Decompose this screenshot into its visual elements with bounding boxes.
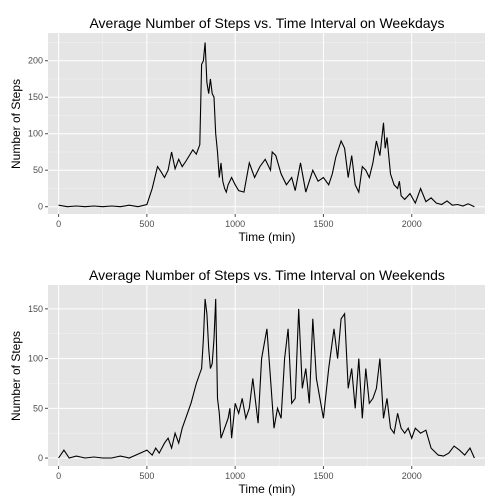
weekdays-x-axis-label: Time (min) <box>239 230 296 244</box>
y-tick-label: 0 <box>38 453 43 463</box>
x-tick-label: 1000 <box>225 219 245 229</box>
x-tick-label: 1000 <box>225 471 245 481</box>
weekends-major-grid <box>48 285 485 466</box>
weekends-y-ticks: 0 50 100 150 <box>28 304 48 463</box>
y-tick-label: 200 <box>28 56 43 66</box>
weekdays-chart: Average Number of Steps vs. Time Interva… <box>9 15 485 244</box>
x-tick-label: 500 <box>139 471 154 481</box>
weekends-y-axis-label: Number of Steps <box>9 331 23 421</box>
x-tick-label: 0 <box>56 219 61 229</box>
y-tick-label: 100 <box>28 129 43 139</box>
weekends-chart-title: Average Number of Steps vs. Time Interva… <box>89 267 445 283</box>
weekdays-steps-line <box>58 42 475 208</box>
y-tick-label: 150 <box>28 92 43 102</box>
weekends-x-axis-label: Time (min) <box>239 482 296 496</box>
weekends-steps-line <box>58 298 475 459</box>
x-tick-label: 1500 <box>313 219 333 229</box>
y-tick-label: 50 <box>33 165 43 175</box>
x-tick-label: 1500 <box>313 471 333 481</box>
x-tick-label: 2000 <box>402 219 422 229</box>
x-tick-label: 2000 <box>402 471 422 481</box>
x-tick-label: 500 <box>139 219 154 229</box>
x-tick-label: 0 <box>56 471 61 481</box>
weekends-plot-panel <box>48 285 485 466</box>
weekdays-x-ticks: 0 500 1000 1500 2000 <box>56 214 422 229</box>
weekdays-y-ticks: 0 50 100 150 200 <box>28 56 48 212</box>
y-tick-label: 0 <box>38 202 43 212</box>
weekends-chart: Average Number of Steps vs. Time Interva… <box>9 267 485 496</box>
y-tick-label: 50 <box>33 403 43 413</box>
weekdays-plot-panel <box>48 33 485 214</box>
y-tick-label: 150 <box>28 304 43 314</box>
weekdays-chart-title: Average Number of Steps vs. Time Interva… <box>89 15 444 31</box>
y-tick-label: 100 <box>28 354 43 364</box>
weekends-x-ticks: 0 500 1000 1500 2000 <box>56 466 422 481</box>
weekdays-y-axis-label: Number of Steps <box>9 79 23 169</box>
